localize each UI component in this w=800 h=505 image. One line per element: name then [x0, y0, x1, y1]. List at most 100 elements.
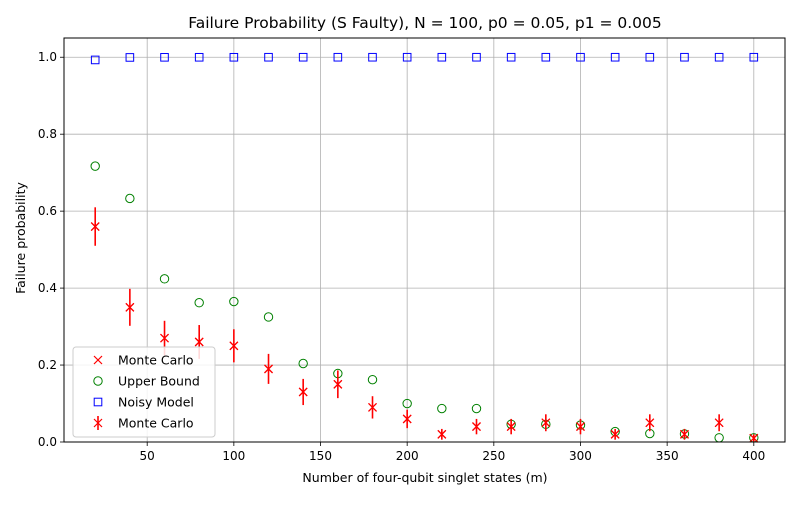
- marker-square: [402, 52, 412, 62]
- marker-square: [298, 52, 308, 62]
- x-tick-label: 300: [569, 449, 592, 463]
- data-point: [749, 52, 759, 62]
- marker-stroke: [90, 222, 100, 231]
- data-point: [506, 422, 516, 432]
- y-tick-label: 0.2: [38, 358, 57, 372]
- x-tick-label: 350: [656, 449, 679, 463]
- marker-square: [333, 52, 343, 62]
- y-axis-label: Failure probability: [13, 182, 28, 294]
- x-tick-label: 100: [222, 449, 245, 463]
- data-point: [437, 403, 447, 414]
- marker-square: [610, 52, 620, 62]
- data-point: [402, 398, 412, 409]
- legend-marker: [93, 355, 103, 365]
- data-point: [333, 52, 343, 62]
- plot-frame: [63, 37, 786, 443]
- marker-stroke: [93, 355, 103, 365]
- data-point: [264, 52, 273, 62]
- marker-square: [93, 397, 103, 407]
- x-tick-label: 200: [396, 449, 419, 463]
- data-point: [714, 433, 724, 443]
- marker-stroke: [714, 418, 724, 428]
- y-tick-label: 0.8: [38, 127, 57, 141]
- series-x-errorbar: [90, 207, 759, 443]
- marker-stroke: [437, 429, 447, 439]
- legend-item: Upper Bound: [93, 374, 200, 389]
- marker-square: [680, 52, 689, 62]
- marker-stroke: [333, 379, 343, 389]
- data-point: [680, 52, 689, 62]
- data-point: [437, 52, 447, 62]
- legend-item: Monte Carlo: [93, 416, 194, 431]
- data-point: [645, 418, 655, 428]
- marker-circle: [437, 403, 447, 414]
- marker-circle: [125, 193, 135, 204]
- data-point: [160, 333, 169, 343]
- data-point: [645, 52, 655, 62]
- marker-circle: [229, 296, 239, 307]
- data-point: [229, 296, 239, 307]
- marker-stroke: [368, 402, 377, 412]
- marker-square: [90, 55, 100, 65]
- data-point: [90, 55, 100, 65]
- chart-title: Failure Probability (S Faulty), N = 100,…: [188, 14, 662, 32]
- tick-layer: 50 100 150 200 250 300 350 400 0.0 0.2 0.4 0.6 0.8 1.…: [38, 50, 765, 463]
- data-point: [194, 298, 204, 308]
- series-layer: [90, 52, 759, 443]
- marker-circle: [194, 298, 204, 308]
- data-point: [714, 52, 724, 62]
- marker-circle: [93, 376, 103, 386]
- x-tick-label: 150: [309, 449, 332, 463]
- data-point: [264, 364, 273, 374]
- legend-box: [72, 346, 216, 438]
- marker-square: [437, 52, 447, 62]
- data-point: [229, 52, 239, 62]
- data-point: [125, 193, 135, 204]
- marker-square: [160, 53, 169, 62]
- x-axis-label: Number of four-qubit singlet states (m): [302, 470, 547, 485]
- marker-stroke: [541, 418, 551, 428]
- data-point: [506, 52, 516, 62]
- data-point: [367, 374, 378, 385]
- marker-stroke: [194, 337, 204, 347]
- marker-circle: [263, 312, 274, 322]
- data-point: [298, 387, 308, 397]
- marker-stroke: [680, 429, 689, 439]
- data-point: [298, 52, 308, 62]
- legend-item: Monte Carlo: [93, 353, 194, 368]
- marker-square: [125, 53, 135, 62]
- data-point: [333, 379, 343, 389]
- legend-label: Upper Bound: [118, 374, 200, 389]
- marker-stroke: [610, 429, 620, 439]
- marker-circle: [714, 433, 724, 443]
- data-point: [610, 52, 620, 62]
- legend-item: Noisy Model: [93, 395, 194, 410]
- marker-square: [506, 52, 516, 62]
- data-point: [541, 418, 551, 428]
- legend-label: Noisy Model: [118, 395, 194, 410]
- marker-square: [264, 52, 273, 62]
- y-tick-label: 0.6: [38, 204, 57, 218]
- data-point: [90, 222, 100, 231]
- legend-marker: [93, 397, 103, 407]
- marker-circle: [90, 161, 100, 171]
- x-tick-label: 50: [140, 449, 155, 463]
- data-point: [194, 337, 204, 347]
- marker-square: [368, 52, 377, 62]
- series-square: [90, 52, 759, 65]
- data-point: [610, 429, 620, 439]
- marker-stroke: [264, 364, 273, 374]
- data-point: [471, 403, 482, 414]
- data-point: [90, 161, 100, 171]
- data-point: [368, 52, 377, 62]
- data-point: [402, 52, 412, 62]
- y-tick-label: 1.0: [38, 50, 57, 64]
- data-point: [368, 402, 377, 412]
- marker-square: [749, 52, 759, 62]
- marker-square: [576, 52, 585, 62]
- data-point: [159, 274, 170, 284]
- marker-circle: [298, 358, 308, 369]
- data-point: [402, 414, 412, 424]
